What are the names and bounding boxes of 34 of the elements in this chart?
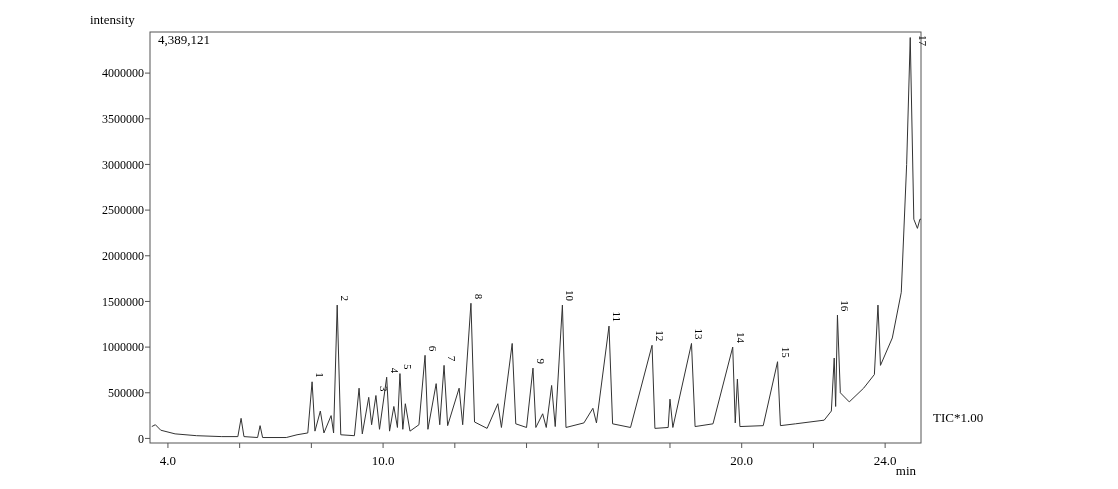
annotation: 10	[564, 290, 577, 302]
annotation: 3	[377, 386, 390, 393]
annotation: 6	[427, 345, 440, 352]
y-tick-label: 1500000	[102, 294, 144, 309]
y-axis-title: intensity	[90, 12, 136, 27]
annotation: 4	[388, 367, 401, 374]
annotation: 9	[534, 358, 547, 365]
annotation: 7	[446, 355, 459, 362]
x-tick-label: 20.0	[730, 453, 754, 468]
y-tick-label: 0	[138, 431, 144, 446]
y-tick-label: 500000	[108, 385, 144, 400]
annotation: 16	[839, 300, 852, 312]
annotation: 2	[339, 295, 352, 302]
annotation: 11	[611, 311, 624, 323]
y-tick-label: 3000000	[102, 157, 144, 172]
annotation: 5	[401, 364, 414, 371]
annotation: 8	[472, 293, 485, 300]
y-tick-label: 3500000	[102, 111, 144, 126]
annotation: 4,389,121	[158, 32, 210, 47]
x-tick-label: 10.0	[371, 453, 395, 468]
annotation: 1	[314, 372, 327, 378]
x-tick-label: 24.0	[873, 453, 897, 468]
y-tick-label: 2000000	[102, 248, 144, 263]
y-tick-label: 1000000	[102, 340, 144, 355]
y-tick-label: 4000000	[102, 66, 144, 81]
annotation: 17	[917, 35, 930, 47]
annotation: 14	[734, 332, 747, 344]
text: TIC*1.00	[933, 410, 984, 426]
x-tick-label: 4.0	[159, 453, 177, 468]
annotation: 12	[654, 330, 667, 342]
x-axis-title: min	[895, 463, 917, 478]
annotation: 13	[693, 328, 706, 340]
y-tick-label: 2500000	[102, 203, 144, 218]
annotation: 15	[779, 346, 792, 359]
